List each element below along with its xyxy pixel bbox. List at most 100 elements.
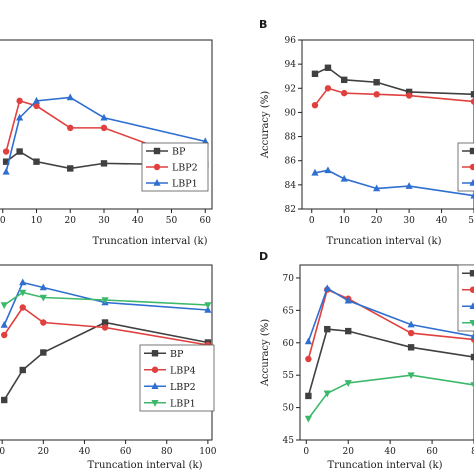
- x-axis-label: Truncation interval (k): [328, 460, 443, 471]
- data-point: [311, 70, 319, 77]
- data-point: [2, 158, 10, 165]
- data-point: [373, 91, 380, 98]
- series-line: [307, 328, 474, 397]
- series-line: [307, 288, 474, 360]
- series-series-2: [311, 166, 474, 199]
- legend-label: BP: [170, 349, 184, 360]
- data-point: [2, 167, 10, 175]
- data-point: [39, 294, 47, 302]
- data-point: [470, 353, 474, 361]
- plot-frame: [301, 39, 474, 210]
- y-tick-label: 70: [283, 274, 295, 284]
- series-line: [307, 374, 474, 420]
- legend-marker: [151, 399, 159, 407]
- x-tick-label: 20: [65, 216, 77, 226]
- data-point: [304, 337, 312, 345]
- data-point: [324, 85, 332, 92]
- y-tick-label: 88: [285, 133, 297, 143]
- series-line: [314, 66, 474, 96]
- legend: BP LBP2 LBP1: [141, 142, 209, 192]
- y-tick-label: 94: [285, 60, 297, 70]
- x-tick-label: 60: [120, 447, 132, 457]
- legend: BP LBP4 LBP2 LBP1: [139, 344, 215, 412]
- data-point: [340, 174, 348, 182]
- data-point: [470, 191, 474, 199]
- series-lbp1: [0, 289, 212, 309]
- panel-letter: B: [259, 18, 267, 31]
- y-tick-label: 50: [283, 404, 295, 414]
- data-point: [407, 329, 415, 337]
- legend-marker: [153, 179, 161, 186]
- x-tick-label: 20: [38, 447, 50, 457]
- data-point: [39, 283, 47, 291]
- y-axis-label: Accuracy (%): [260, 319, 271, 387]
- data-point: [405, 92, 413, 99]
- legend-marker: [469, 319, 474, 327]
- data-point: [67, 124, 74, 132]
- y-tick-label: 55: [283, 371, 295, 381]
- x-tick-label: 40: [384, 447, 396, 457]
- x-axis-label: Truncation interval (k): [93, 236, 208, 247]
- legend-marker: [151, 382, 159, 390]
- legend-marker: [153, 147, 161, 155]
- x-tick-label: 50: [166, 216, 178, 226]
- series-lbp1: [2, 93, 209, 175]
- data-point: [19, 366, 26, 374]
- y-tick-label: 96: [285, 36, 297, 46]
- x-tick-label: 40: [436, 216, 448, 226]
- data-point: [470, 332, 474, 340]
- panel-B: 0 10 20 30 40 50 82 84 86 88 90 92 94 96 Truncation in…: [259, 18, 474, 247]
- data-point: [100, 113, 108, 121]
- data-point: [16, 148, 23, 155]
- legend-label: LBP4: [170, 365, 196, 376]
- legend-marker: [153, 163, 161, 171]
- y-tick-label: 65: [283, 306, 295, 316]
- data-point: [101, 297, 109, 304]
- data-point: [67, 165, 74, 172]
- data-point: [305, 392, 312, 400]
- x-tick-label: 30: [98, 216, 110, 226]
- x-tick-label: 100: [199, 447, 216, 457]
- data-point: [204, 306, 212, 313]
- series-line: [5, 96, 206, 173]
- series-line: [307, 287, 474, 342]
- y-tick-label: 86: [285, 157, 297, 167]
- data-point: [323, 390, 331, 398]
- legend-label: LBP1: [172, 179, 198, 190]
- panel-C: 0 20 40 60 80 100 Truncation interval (k) BP LBP…: [0, 264, 217, 471]
- series-line: [314, 87, 474, 106]
- data-point: [340, 76, 348, 84]
- data-point: [33, 102, 40, 110]
- data-point: [344, 296, 352, 304]
- x-axis-label: Truncation interval (k): [88, 460, 203, 471]
- data-point: [470, 98, 474, 105]
- series-series-0: [311, 64, 474, 98]
- data-point: [305, 355, 312, 363]
- data-point: [304, 415, 312, 423]
- data-point: [373, 79, 380, 86]
- data-point: [0, 302, 8, 309]
- data-point: [311, 168, 319, 176]
- x-axis-label: Truncation interval (k): [327, 236, 442, 247]
- x-tick-label: 0: [303, 447, 309, 457]
- plot-frame: [299, 264, 474, 441]
- legend-box: [457, 264, 474, 332]
- y-tick-label: 60: [283, 339, 295, 349]
- legend-marker: [469, 163, 474, 171]
- data-point: [33, 158, 40, 165]
- panel-letter: D: [259, 250, 268, 263]
- panel-A: 0 10 20 30 40 50 60 Truncation interval (k) BP LB…: [0, 39, 213, 247]
- data-point: [100, 124, 108, 132]
- data-point: [1, 396, 8, 404]
- x-tick-label: 40: [132, 216, 144, 226]
- y-tick-label: 92: [285, 84, 296, 94]
- data-point: [16, 113, 24, 121]
- data-point: [324, 64, 332, 71]
- data-point: [340, 89, 348, 97]
- data-point: [19, 304, 26, 311]
- data-point: [324, 166, 332, 174]
- legend-label: LBP1: [170, 398, 196, 409]
- x-tick-label: 30: [403, 216, 415, 226]
- x-tick-label: 60: [200, 216, 212, 226]
